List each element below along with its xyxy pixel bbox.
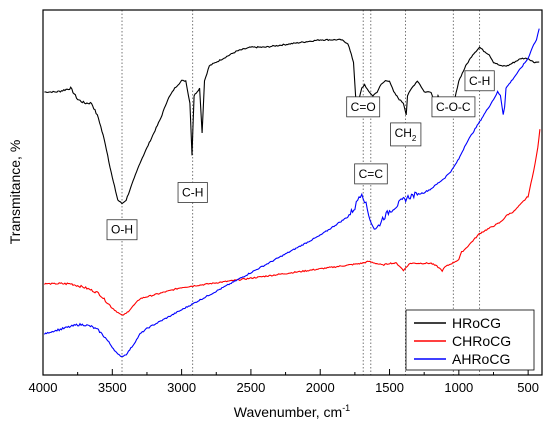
band-label-box <box>431 96 476 118</box>
x-tick-label: 1000 <box>444 380 473 395</box>
band-label: CH2 <box>390 122 422 147</box>
band-label-box <box>106 219 138 241</box>
legend-label: CHRoCG <box>452 333 511 349</box>
band-label-box <box>390 122 422 147</box>
x-tick-label: 1500 <box>375 380 404 395</box>
band-label-text: O-H <box>111 223 133 237</box>
band-label-text: C-O-C <box>436 100 471 114</box>
band-label-text: CH2 <box>395 126 417 143</box>
x-tick-label: 2000 <box>306 380 335 395</box>
band-label-box <box>177 182 208 203</box>
y-axis-label: Transmitance, % <box>7 140 23 245</box>
band-label-text: C=C <box>359 167 384 181</box>
plot-area-frame <box>42 9 543 376</box>
series-line-ahrocg <box>43 28 540 357</box>
x-tick-label: 3500 <box>98 380 127 395</box>
x-tick-label: 500 <box>517 380 539 395</box>
band-label-text: C-H <box>182 186 203 200</box>
legend-label: HRoCG <box>452 315 501 331</box>
band-label-text: C-H <box>469 74 490 88</box>
x-tick-label: 3000 <box>167 380 196 395</box>
band-label-box <box>464 70 495 92</box>
x-tick-label: 2500 <box>236 380 265 395</box>
band-label: C-O-C <box>431 96 476 118</box>
band-label: O-H <box>106 219 138 241</box>
band-label-text: C=O <box>351 100 376 114</box>
band-label-box <box>346 96 381 118</box>
x-tick-label: 4000 <box>29 380 58 395</box>
band-label-box <box>354 163 388 185</box>
series-line-chrocg <box>44 129 541 316</box>
band-label: C-H <box>464 70 495 92</box>
series-line-hrocg <box>44 38 540 205</box>
legend-box <box>405 309 535 371</box>
band-label: C=O <box>346 96 381 118</box>
legend-label: AHRoCG <box>452 351 510 367</box>
band-label: C=C <box>354 163 388 185</box>
legend: HRoCG CHRoCG AHRoCG <box>405 309 535 371</box>
band-label: C-H <box>177 182 208 203</box>
x-axis-label: Wavenumber, cm-1 <box>234 403 350 420</box>
